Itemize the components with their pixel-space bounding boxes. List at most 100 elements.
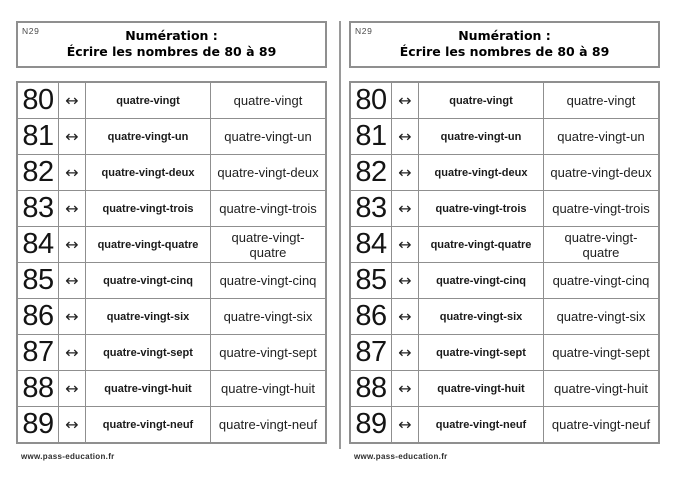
- left-right-arrow-icon: ↔: [392, 191, 419, 226]
- code-label: N29: [355, 26, 373, 36]
- word-plain-cell: quatre-vingt-deux: [217, 165, 319, 180]
- word-plain-cell: quatre-vingt: [233, 93, 303, 108]
- word-plain-cell: quatre-vingt-un: [557, 129, 645, 144]
- title-line-1: Numération :: [125, 28, 218, 43]
- table-row: 83 ↔ quatre-vingt-trois quatre-vingt-tro…: [351, 191, 658, 227]
- worksheet-panel-left: N29 Numération : Écrire les nombres de 8…: [16, 0, 327, 480]
- table-row: 85 ↔ quatre-vingt-cinq quatre-vingt-cinq: [18, 263, 325, 299]
- number-cell: 81: [18, 119, 59, 154]
- code-label: N29: [22, 26, 40, 36]
- table-row: 80 ↔ quatre-vingt quatre-vingt: [18, 83, 325, 119]
- table-row: 88 ↔ quatre-vingt-huit quatre-vingt-huit: [18, 371, 325, 407]
- number-cell: 84: [18, 227, 59, 262]
- word-plain-cell: quatre-vingt-trois: [552, 201, 650, 216]
- number-cell: 84: [351, 227, 392, 262]
- left-right-arrow-icon: ↔: [392, 83, 419, 118]
- number-cell: 88: [18, 371, 59, 406]
- left-right-arrow-icon: ↔: [392, 299, 419, 334]
- number-cell: 85: [351, 263, 392, 298]
- number-cell: 85: [18, 263, 59, 298]
- word-bold-cell: quatre-vingt-huit: [86, 371, 211, 406]
- left-right-arrow-icon: ↔: [59, 227, 86, 262]
- word-bold-cell: quatre-vingt-deux: [419, 155, 544, 190]
- footer-url: www.pass-education.fr: [354, 452, 448, 461]
- word-bold-cell: quatre-vingt-neuf: [419, 407, 544, 442]
- word-bold-cell: quatre-vingt-sept: [419, 335, 544, 370]
- numbers-table: 80 ↔ quatre-vingt quatre-vingt 81 ↔ quat…: [349, 81, 660, 444]
- word-plain-cell: quatre-vingt-huit: [221, 381, 315, 396]
- word-bold-cell: quatre-vingt-neuf: [86, 407, 211, 442]
- word-plain-cell: quatre-vingt-un: [224, 129, 312, 144]
- word-plain-cell: quatre-vingt-neuf: [218, 417, 318, 432]
- left-right-arrow-icon: ↔: [59, 299, 86, 334]
- left-right-arrow-icon: ↔: [392, 263, 419, 298]
- word-bold-cell: quatre-vingt-un: [86, 119, 211, 154]
- worksheet-panel-right: N29 Numération : Écrire les nombres de 8…: [349, 0, 660, 480]
- header-box: N29 Numération : Écrire les nombres de 8…: [349, 21, 660, 68]
- footer-url: www.pass-education.fr: [21, 452, 115, 461]
- word-plain-cell: quatre-vingt: [566, 93, 636, 108]
- left-right-arrow-icon: ↔: [59, 83, 86, 118]
- word-bold-cell: quatre-vingt-six: [86, 299, 211, 334]
- table-row: 85 ↔ quatre-vingt-cinq quatre-vingt-cinq: [351, 263, 658, 299]
- table-row: 83 ↔ quatre-vingt-trois quatre-vingt-tro…: [18, 191, 325, 227]
- table-row: 82 ↔ quatre-vingt-deux quatre-vingt-deux: [18, 155, 325, 191]
- number-cell: 87: [351, 335, 392, 370]
- word-plain-cell: quatre-vingt-trois: [219, 201, 317, 216]
- word-plain-cell: quatre-vingt-cinq: [552, 273, 650, 288]
- word-bold-cell: quatre-vingt-quatre: [86, 227, 211, 262]
- left-right-arrow-icon: ↔: [59, 155, 86, 190]
- number-cell: 83: [351, 191, 392, 226]
- left-right-arrow-icon: ↔: [392, 119, 419, 154]
- word-plain-cell: quatre-vingt-six: [556, 309, 646, 324]
- table-row: 86 ↔ quatre-vingt-six quatre-vingt-six: [351, 299, 658, 335]
- word-bold-cell: quatre-vingt-huit: [419, 371, 544, 406]
- table-row: 84 ↔ quatre-vingt-quatre quatre-vingt- q…: [351, 227, 658, 263]
- word-bold-cell: quatre-vingt-cinq: [86, 263, 211, 298]
- word-bold-cell: quatre-vingt-quatre: [419, 227, 544, 262]
- left-right-arrow-icon: ↔: [59, 371, 86, 406]
- word-plain-cell: quatre-vingt-neuf: [551, 417, 651, 432]
- title-line-2: Écrire les nombres de 80 à 89: [399, 44, 610, 59]
- number-cell: 82: [18, 155, 59, 190]
- number-cell: 80: [18, 83, 59, 118]
- header-box: N29 Numération : Écrire les nombres de 8…: [16, 21, 327, 68]
- number-cell: 88: [351, 371, 392, 406]
- word-plain-cell: quatre-vingt-six: [223, 309, 313, 324]
- word-plain-cell: quatre-vingt- quatre: [231, 229, 305, 260]
- word-plain-cell: quatre-vingt-deux: [550, 165, 652, 180]
- word-plain-cell: quatre-vingt-sept: [219, 345, 317, 360]
- numbers-table: 80 ↔ quatre-vingt quatre-vingt 81 ↔ quat…: [16, 81, 327, 444]
- word-bold-cell: quatre-vingt: [419, 83, 544, 118]
- word-plain-cell: quatre-vingt- quatre: [564, 229, 638, 260]
- left-right-arrow-icon: ↔: [392, 227, 419, 262]
- number-cell: 87: [18, 335, 59, 370]
- table-row: 84 ↔ quatre-vingt-quatre quatre-vingt- q…: [18, 227, 325, 263]
- left-right-arrow-icon: ↔: [392, 155, 419, 190]
- table-row: 80 ↔ quatre-vingt quatre-vingt: [351, 83, 658, 119]
- left-right-arrow-icon: ↔: [59, 335, 86, 370]
- number-cell: 82: [351, 155, 392, 190]
- table-row: 89 ↔ quatre-vingt-neuf quatre-vingt-neuf: [351, 407, 658, 442]
- word-bold-cell: quatre-vingt-trois: [419, 191, 544, 226]
- table-row: 89 ↔ quatre-vingt-neuf quatre-vingt-neuf: [18, 407, 325, 442]
- left-right-arrow-icon: ↔: [59, 119, 86, 154]
- table-row: 87 ↔ quatre-vingt-sept quatre-vingt-sept: [18, 335, 325, 371]
- panel-divider: [339, 21, 341, 449]
- left-right-arrow-icon: ↔: [59, 407, 86, 442]
- worksheet-title: Numération : Écrire les nombres de 80 à …: [18, 28, 325, 60]
- title-line-1: Numération :: [458, 28, 551, 43]
- number-cell: 81: [351, 119, 392, 154]
- number-cell: 86: [351, 299, 392, 334]
- number-cell: 89: [18, 407, 59, 442]
- left-right-arrow-icon: ↔: [392, 407, 419, 442]
- word-plain-cell: quatre-vingt-cinq: [219, 273, 317, 288]
- worksheet-title: Numération : Écrire les nombres de 80 à …: [351, 28, 658, 60]
- number-cell: 86: [18, 299, 59, 334]
- table-row: 82 ↔ quatre-vingt-deux quatre-vingt-deux: [351, 155, 658, 191]
- title-line-2: Écrire les nombres de 80 à 89: [66, 44, 277, 59]
- table-row: 81 ↔ quatre-vingt-un quatre-vingt-un: [351, 119, 658, 155]
- number-cell: 89: [351, 407, 392, 442]
- left-right-arrow-icon: ↔: [59, 191, 86, 226]
- word-bold-cell: quatre-vingt-six: [419, 299, 544, 334]
